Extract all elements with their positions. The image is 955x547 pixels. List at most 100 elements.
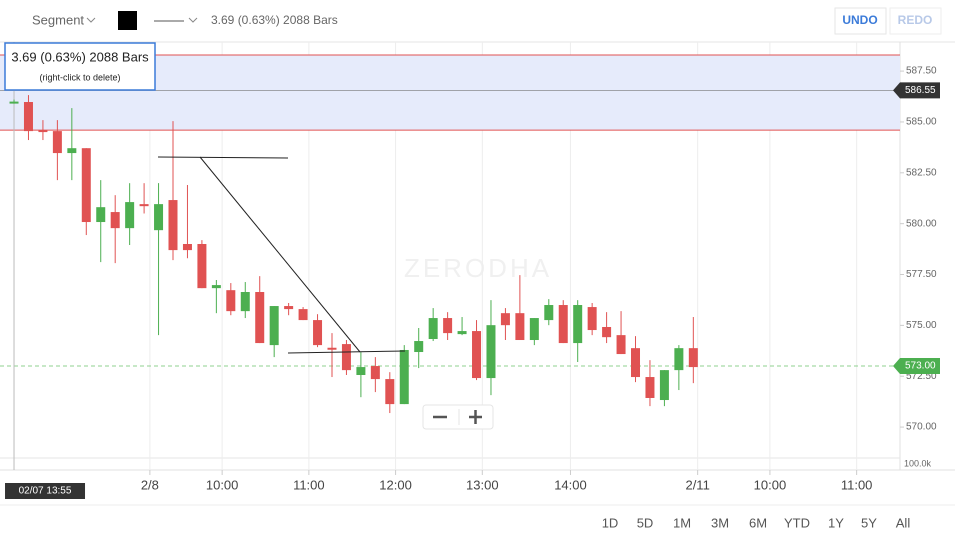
period-button[interactable]: 1Y xyxy=(828,515,844,530)
y-tick-label: 585.00 xyxy=(906,117,937,128)
candle-body xyxy=(688,348,698,368)
candle-body xyxy=(139,204,149,207)
color-picker[interactable] xyxy=(118,11,137,30)
candle-body xyxy=(67,148,77,154)
candle-body xyxy=(558,305,568,344)
candle-body xyxy=(500,313,510,326)
candle-body xyxy=(616,335,626,355)
candle-body xyxy=(472,331,482,379)
period-bar: 1D 5D 1M 3M 6M YTD 1Y 5Y All xyxy=(602,515,911,530)
drawn-line[interactable] xyxy=(199,156,361,353)
undo-button[interactable] xyxy=(834,7,887,35)
candle-body xyxy=(211,285,221,289)
y-tick-label: 570.00 xyxy=(906,422,937,433)
candle-body xyxy=(52,131,62,154)
undo-label[interactable]: UNDO xyxy=(842,13,877,27)
x-tick-label: 10:00 xyxy=(206,477,239,492)
candle-body xyxy=(9,101,19,104)
candle-body xyxy=(341,344,351,371)
candle-body xyxy=(255,292,265,344)
candle-body xyxy=(197,243,207,289)
dropdown-icon xyxy=(86,17,96,23)
y-tick-label: 572.50 xyxy=(906,371,937,382)
candle-body xyxy=(168,200,178,251)
dropdown-icon xyxy=(188,17,198,23)
y-tick-label: 577.50 xyxy=(906,269,937,280)
candle-body xyxy=(356,367,366,376)
price-tag-label: 573.00 xyxy=(905,361,936,372)
x-tick-label: 2/8 xyxy=(141,477,159,492)
candle-body xyxy=(414,341,424,353)
drawn-line[interactable] xyxy=(157,156,289,159)
time-label-box xyxy=(5,483,86,499)
x-tick-label: 14:00 xyxy=(554,477,587,492)
candle-body xyxy=(125,202,135,229)
period-button[interactable]: YTD xyxy=(784,515,810,530)
candle-body xyxy=(443,318,453,334)
tooltip-hint: (right-click to delete) xyxy=(39,72,120,82)
period-button[interactable]: 1D xyxy=(602,515,619,530)
candle-body xyxy=(110,212,120,229)
candle-body xyxy=(327,347,337,350)
y-tick-label: 575.00 xyxy=(906,320,937,331)
x-tick-label: 13:00 xyxy=(466,477,499,492)
candle-body xyxy=(659,370,669,401)
x-tick-label: 11:00 xyxy=(841,477,873,492)
candle-body xyxy=(298,309,308,321)
candle-body xyxy=(226,290,236,312)
period-button[interactable]: 5Y xyxy=(861,515,877,530)
candle-body xyxy=(313,320,323,346)
candle-body xyxy=(399,349,409,405)
candle-body xyxy=(544,305,554,321)
candle-body xyxy=(645,377,655,398)
candle-body xyxy=(587,307,597,331)
candle-body xyxy=(573,305,583,344)
period-button[interactable]: 3M xyxy=(711,515,729,530)
x-tick-label: 10:00 xyxy=(754,477,787,492)
candle-body xyxy=(486,325,496,379)
redo-label[interactable]: REDO xyxy=(898,13,933,27)
period-button[interactable]: All xyxy=(896,515,911,530)
candle-body xyxy=(529,318,539,341)
tooltip xyxy=(4,42,156,91)
tooltip-title: 3.69 (0.63%) 2088 Bars xyxy=(11,49,149,64)
candle-body xyxy=(428,318,438,339)
candle-body xyxy=(284,306,294,310)
price-tag xyxy=(893,358,940,375)
watermark: ZERODHA xyxy=(404,253,552,283)
candle-body xyxy=(515,313,525,341)
candle-body xyxy=(602,326,612,338)
time-label: 02/07 13:55 xyxy=(19,486,72,497)
segment-menu[interactable]: Segment xyxy=(32,12,84,27)
candle-body xyxy=(269,306,279,346)
x-tick-label: 12:00 xyxy=(379,477,412,492)
candle-body xyxy=(631,348,641,378)
price-tag-label: 586.55 xyxy=(905,85,936,96)
candle-body xyxy=(38,130,48,133)
volume-label: 100.0k xyxy=(904,458,932,468)
x-tick-label: 2/11 xyxy=(685,477,709,492)
x-tick-label: 11:00 xyxy=(293,477,325,492)
candle-body xyxy=(370,366,380,380)
y-tick-label: 582.50 xyxy=(906,167,937,178)
price-tag xyxy=(893,82,940,99)
candle-body xyxy=(154,204,164,231)
drawn-line[interactable] xyxy=(287,350,406,354)
candle-body xyxy=(96,207,106,223)
period-button[interactable]: 5D xyxy=(637,515,654,530)
candle-body xyxy=(674,348,684,371)
period-button[interactable]: 6M xyxy=(749,515,767,530)
toolbar xyxy=(0,0,955,42)
candle-body xyxy=(81,148,91,223)
y-tick-label: 587.50 xyxy=(906,66,937,77)
period-button[interactable]: 1M xyxy=(673,515,691,530)
candle-body xyxy=(240,292,250,312)
candle-body xyxy=(182,243,192,251)
zoom-control xyxy=(422,404,494,430)
redo-button[interactable] xyxy=(889,7,942,35)
candle-body xyxy=(457,331,467,335)
y-tick-label: 580.00 xyxy=(906,218,937,229)
